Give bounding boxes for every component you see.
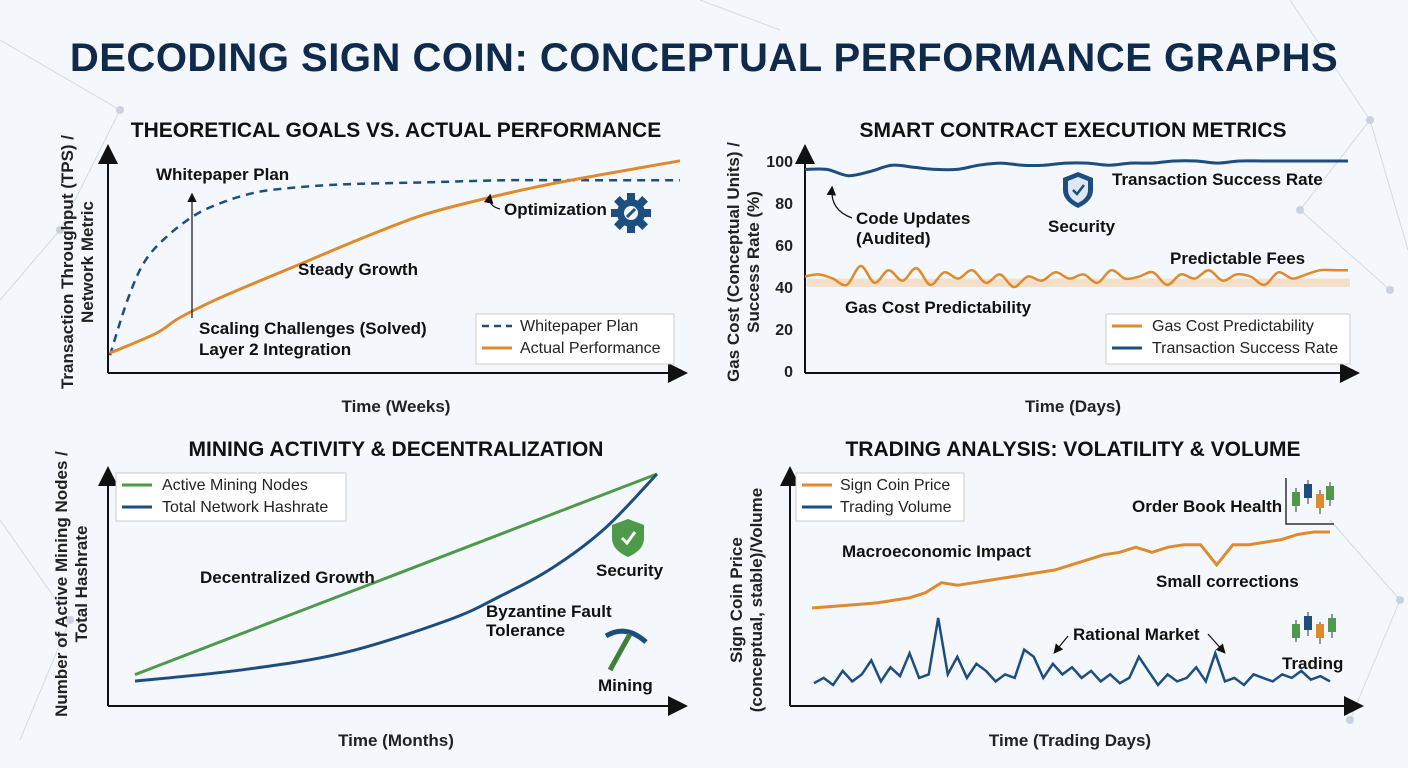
annotation-whitepaper-plan: Whitepaper Plan bbox=[156, 165, 289, 184]
panel-2-y-tick: 100 bbox=[766, 154, 793, 171]
panel-3-title: MINING ACTIVITY & DECENTRALIZATION bbox=[189, 438, 604, 461]
candlestick-icon bbox=[1292, 612, 1336, 644]
legend-label-nodes: Active Mining Nodes bbox=[162, 477, 308, 494]
annotation-decentralized-growth: Decentralized Growth bbox=[200, 568, 375, 587]
panel-2-x-label: Time (Days) bbox=[1025, 397, 1121, 416]
series-trading-volume bbox=[813, 617, 1331, 688]
shield-check-icon-green bbox=[612, 519, 644, 557]
series-sign-coin-price bbox=[811, 530, 1330, 610]
annotation-gas-cost: Gas Cost Predictability bbox=[845, 298, 1032, 317]
legend-label-hashrate: Total Network Hashrate bbox=[162, 499, 328, 516]
annotation-order-book: Order Book Health bbox=[1132, 497, 1282, 516]
legend-label-whitepaper: Whitepaper Plan bbox=[520, 318, 638, 335]
panel-2-y-label-1: Gas Cost (Conceptual Units) / bbox=[724, 142, 743, 382]
panel-2-y-tick: 60 bbox=[775, 238, 793, 255]
annotation-tolerance: Tolerance bbox=[486, 621, 565, 640]
main-title: DECODING SIGN COIN: CONCEPTUAL PERFORMAN… bbox=[69, 36, 1339, 80]
annotation-rational-market: Rational Market bbox=[1073, 625, 1200, 644]
panel-1-legend: Whitepaper Plan Actual Performance bbox=[475, 313, 675, 365]
annotation-scaling-challenges: Scaling Challenges (Solved) bbox=[199, 319, 427, 338]
annotation-mining: Mining bbox=[598, 676, 653, 695]
panel-1-y-label-2: Network Metric bbox=[78, 201, 97, 323]
legend-label-volume: Trading Volume bbox=[840, 499, 952, 516]
annotation-byzantine: Byzantine Fault bbox=[486, 602, 612, 621]
panel-4-title: TRADING ANALYSIS: VOLATILITY & VOLUME bbox=[845, 438, 1300, 461]
legend-label-success: Transaction Success Rate bbox=[1152, 340, 1338, 357]
annotation-macro: Macroeconomic Impact bbox=[842, 542, 1031, 561]
panel-1-x-label: Time (Weeks) bbox=[342, 397, 451, 416]
optimization-arrow bbox=[483, 193, 501, 210]
series-whitepaper-plan bbox=[108, 178, 680, 356]
annotation-layer2: Layer 2 Integration bbox=[199, 340, 351, 359]
panel-mining-activity: MINING ACTIVITY & DECENTRALIZATION Time … bbox=[52, 438, 688, 750]
panel-4-y-label-1: Sign Coin Price bbox=[727, 537, 746, 663]
annotation-security-mining: Security bbox=[596, 561, 664, 580]
legend-label-price: Sign Coin Price bbox=[840, 477, 950, 494]
panel-2-y-tick: 40 bbox=[775, 280, 793, 297]
code-updates-arrow bbox=[826, 185, 853, 219]
panel-4-x-label: Time (Trading Days) bbox=[989, 731, 1151, 750]
panel-3-legend: Active Mining Nodes Total Network Hashra… bbox=[115, 472, 347, 522]
panel-4-legend: Sign Coin Price Trading Volume bbox=[795, 472, 965, 522]
shield-check-icon bbox=[1063, 172, 1093, 208]
annotation-security: Security bbox=[1048, 217, 1116, 236]
pickaxe-icon bbox=[604, 628, 648, 672]
panel-2-legend: Gas Cost Predictability Transaction Succ… bbox=[1105, 313, 1351, 365]
annotation-audited: (Audited) bbox=[856, 229, 931, 248]
annotation-small-corrections: Small corrections bbox=[1156, 572, 1299, 591]
panel-2-y-tick: 80 bbox=[775, 196, 793, 213]
panel-2-y-tick: 0 bbox=[784, 364, 793, 381]
annotation-trading: Trading bbox=[1282, 654, 1343, 673]
annotation-success-rate: Transaction Success Rate bbox=[1112, 170, 1323, 189]
panel-theoretical-goals: THEORETICAL GOALS VS. ACTUAL PERFORMANCE… bbox=[58, 119, 688, 416]
predictable-fees-band bbox=[807, 278, 1350, 287]
annotation-code-updates: Code Updates bbox=[856, 209, 970, 228]
legend-label-actual: Actual Performance bbox=[520, 340, 661, 357]
panel-2-y-tick: 20 bbox=[775, 322, 793, 339]
panel-2-y-label-2: Success Rate (%) bbox=[744, 191, 763, 333]
annotation-optimization: Optimization bbox=[504, 200, 607, 219]
panel-4-y-label-2: (conceptual, stable)/Volume bbox=[747, 488, 766, 713]
rational-arrow-left bbox=[1053, 635, 1069, 654]
series-total-hashrate bbox=[134, 472, 659, 683]
gear-icon bbox=[611, 193, 651, 233]
panel-3-y-label-2: Total Hashrate bbox=[72, 526, 91, 643]
panel-3-y-label-1: Number of Active Mining Nodes / bbox=[52, 451, 71, 717]
panel-2-title: SMART CONTRACT EXECUTION METRICS bbox=[860, 119, 1287, 142]
panel-3-x-label: Time (Months) bbox=[338, 731, 454, 750]
series-active-mining-nodes bbox=[134, 472, 658, 676]
series-gas-cost bbox=[804, 264, 1348, 289]
panel-trading-analysis: TRADING ANALYSIS: VOLATILITY & VOLUME Ti… bbox=[727, 438, 1364, 750]
annotation-predictable-fees: Predictable Fees bbox=[1170, 249, 1305, 268]
series-actual-performance bbox=[109, 159, 681, 355]
annotation-steady-growth: Steady Growth bbox=[298, 260, 418, 279]
rational-arrow-right bbox=[1207, 633, 1226, 654]
panel-smart-contract: SMART CONTRACT EXECUTION METRICS 0 20 40 60… bbox=[724, 119, 1360, 416]
candlestick-icon bbox=[1285, 478, 1334, 525]
legend-label-gas: Gas Cost Predictability bbox=[1152, 318, 1314, 335]
series-success-rate bbox=[804, 159, 1348, 178]
panel-1-title: THEORETICAL GOALS VS. ACTUAL PERFORMANCE bbox=[131, 119, 661, 142]
panel-1-y-label-1: Transaction Throughput (TPS) / bbox=[58, 135, 77, 389]
